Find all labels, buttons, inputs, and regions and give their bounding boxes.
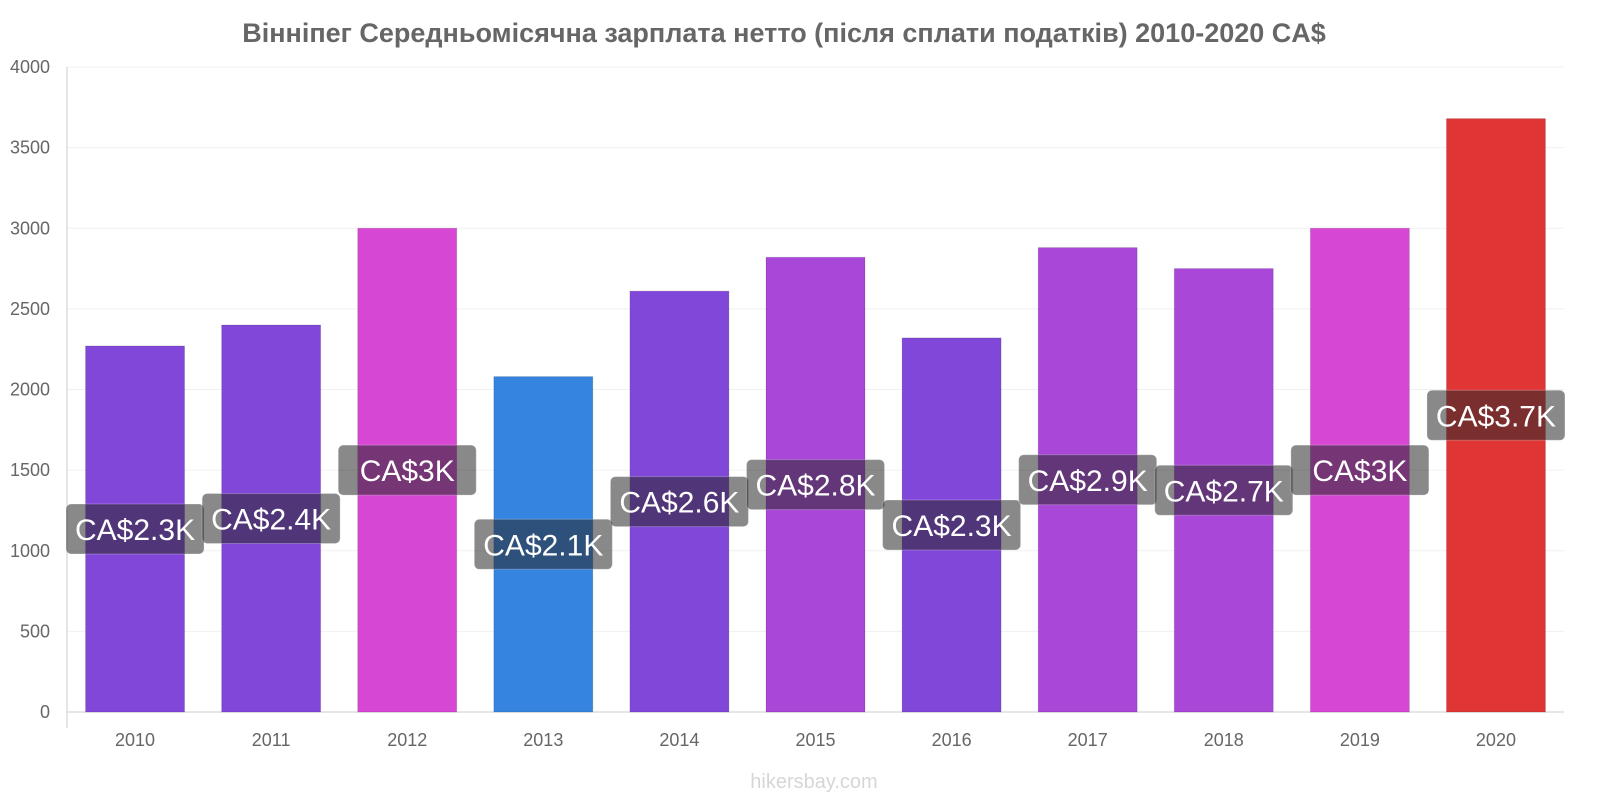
bars — [85, 118, 1546, 713]
x-tick-label: 2013 — [523, 730, 563, 750]
data-label: CA$2.3K — [892, 510, 1012, 543]
data-label: CA$2.7K — [1164, 475, 1284, 508]
data-label-box — [882, 499, 1022, 551]
data-label: CA$2.9K — [1028, 465, 1148, 498]
credit-watermark: hikersbay.com — [750, 771, 877, 793]
data-label-box — [473, 518, 613, 570]
data-label: CA$2.3K — [75, 514, 195, 547]
data-label: CA$2.1K — [483, 529, 603, 562]
y-tick-label: 3500 — [10, 138, 50, 158]
y-tick-label: 3000 — [10, 218, 50, 238]
data-label: CA$3K — [360, 455, 455, 488]
x-tick-label: 2020 — [1476, 730, 1516, 750]
y-tick-label: 1000 — [10, 541, 50, 561]
data-label: CA$3.7K — [1436, 400, 1556, 433]
data-labels: CA$2.3K CA$2.4K CA$3K CA$2.1K CA$2.6K CA$2.8K… — [65, 389, 1566, 570]
data-label-box — [746, 459, 885, 511]
x-tick-label: 2011 — [252, 730, 291, 750]
y-tick-label: 2500 — [10, 299, 50, 319]
x-tick-label: 2017 — [1068, 730, 1108, 750]
y-tick-label: 500 — [20, 621, 50, 641]
x-tick-label: 2018 — [1204, 730, 1244, 750]
data-label-box — [1290, 444, 1430, 496]
x-tick-label: 2019 — [1340, 730, 1380, 750]
x-tick-label: 2014 — [659, 730, 699, 750]
y-tick-label: 2000 — [10, 380, 50, 400]
x-tick-label: 2012 — [387, 730, 427, 750]
data-label: CA$2.6K — [619, 487, 739, 520]
x-tick-label: 2016 — [932, 730, 972, 750]
x-tick-label: 2010 — [115, 730, 155, 750]
data-label: CA$2.8K — [755, 470, 875, 503]
data-label-box — [201, 493, 341, 544]
data-label-box — [337, 444, 477, 496]
y-tick-label: 0 — [40, 702, 50, 722]
data-label-box — [1426, 389, 1566, 441]
y-tick-label: 4000 — [10, 57, 50, 77]
data-label: CA$3K — [1312, 455, 1407, 488]
chart-title: Вінніпег Середньомісячна зарплата нетто … — [242, 18, 1326, 48]
y-tick-label: 1500 — [10, 460, 50, 480]
x-tick-label: 2015 — [795, 730, 835, 750]
data-label: CA$2.4K — [211, 504, 331, 537]
